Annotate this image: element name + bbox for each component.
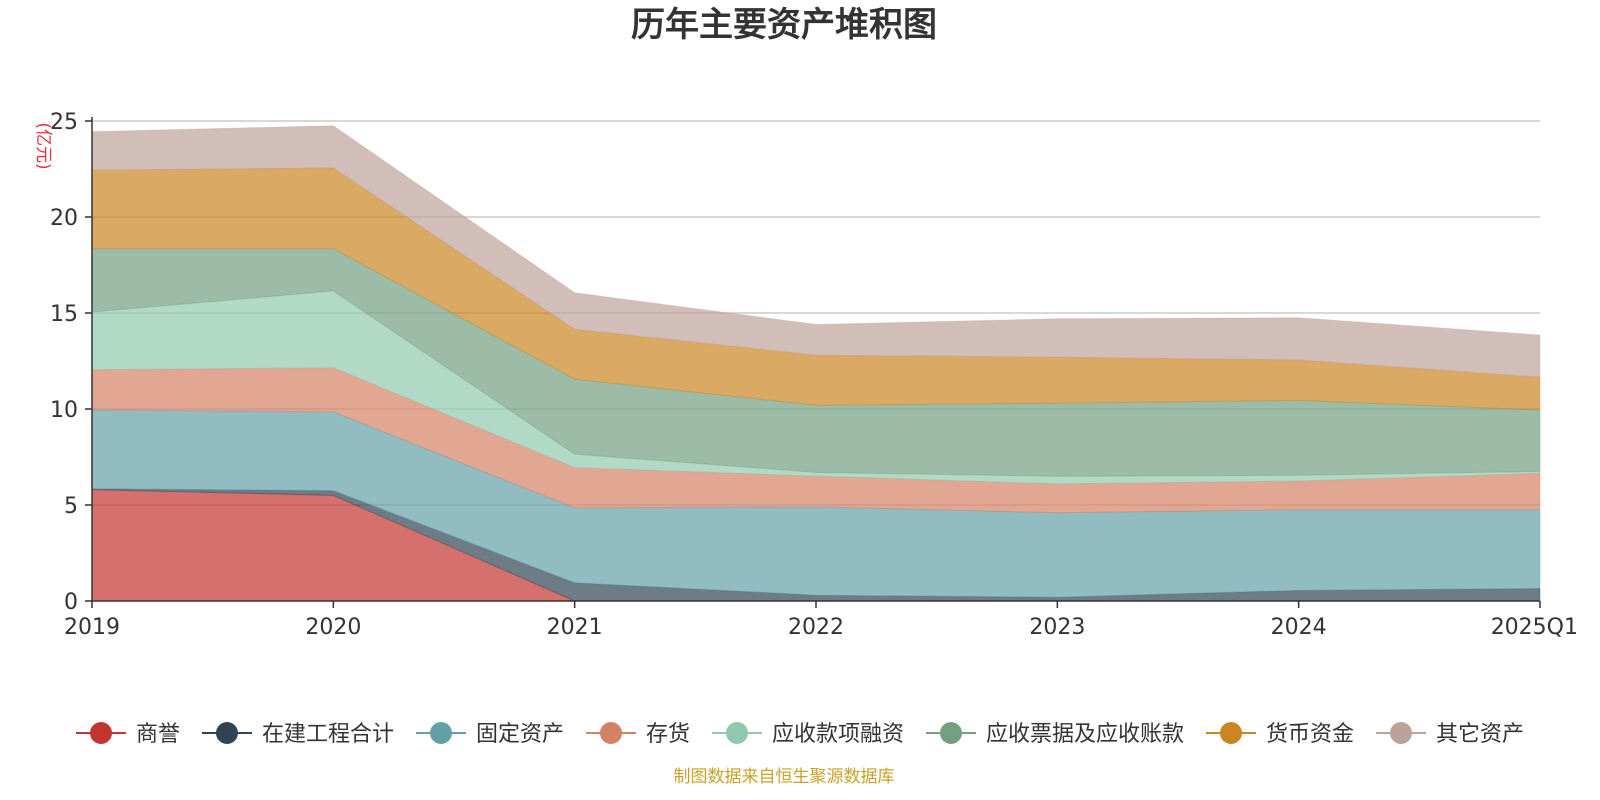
area-4 <box>91 290 1541 485</box>
legend-item-3[interactable]: 存货 <box>586 722 690 747</box>
x-tick-label: 2022 <box>788 615 844 640</box>
y-axis-ticks: 0 5 10 15 20 25 <box>50 110 92 615</box>
y-tick-label: 25 <box>50 110 78 135</box>
legend-label: 应收票据及应收账款 <box>986 722 1184 747</box>
legend-marker <box>600 722 622 744</box>
legend-item-0[interactable]: 商誉 <box>76 722 180 747</box>
y-tick-label: 20 <box>50 206 78 231</box>
legend-marker <box>216 722 238 744</box>
legend-label: 应收款项融资 <box>772 722 904 747</box>
y-axis-unit-label: (亿元) <box>33 122 53 169</box>
y-tick-label: 15 <box>50 302 78 327</box>
x-tick-label: 2019 <box>64 615 120 640</box>
legend-marker <box>430 722 452 744</box>
x-tick-label: 2021 <box>547 615 603 640</box>
legend-label: 商誉 <box>136 722 180 747</box>
legend-marker <box>90 722 112 744</box>
legend-item-1[interactable]: 在建工程合计 <box>202 722 394 747</box>
legend-item-6[interactable]: 货币资金 <box>1206 722 1354 747</box>
legend-item-4[interactable]: 应收款项融资 <box>712 722 904 747</box>
legend: 商誉 在建工程合计 固定资产 存货 应收款项融资 应收票据及应收账款 货币资金 其它资产 <box>76 722 1524 747</box>
legend-label: 存货 <box>646 722 690 747</box>
area-7 <box>91 125 1541 378</box>
x-tick-label: 2020 <box>305 615 361 640</box>
chart-title: 历年主要资产堆积图 <box>631 5 937 45</box>
legend-item-5[interactable]: 应收票据及应收账款 <box>926 722 1184 747</box>
legend-label: 其它资产 <box>1436 722 1524 747</box>
x-axis-ticks: 2019 2020 2021 2022 2023 2024 2025Q1 <box>64 601 1578 640</box>
y-tick-label: 10 <box>50 398 78 423</box>
legend-item-7[interactable]: 其它资产 <box>1376 722 1524 747</box>
legend-marker <box>726 722 748 744</box>
y-tick-label: 0 <box>64 590 78 615</box>
legend-label: 在建工程合计 <box>262 722 394 747</box>
x-tick-label: 2023 <box>1029 615 1085 640</box>
legend-item-2[interactable]: 固定资产 <box>416 722 564 747</box>
legend-marker <box>940 722 962 744</box>
legend-label: 固定资产 <box>476 722 564 747</box>
x-tick-label: 2024 <box>1271 615 1327 640</box>
area-2 <box>91 409 1541 598</box>
source-note: 制图数据来自恒生聚源数据库 <box>674 767 895 787</box>
x-tick-label: 2025Q1 <box>1491 615 1578 640</box>
y-tick-label: 5 <box>64 494 78 519</box>
legend-label: 货币资金 <box>1266 722 1354 747</box>
legend-marker <box>1220 722 1242 744</box>
legend-marker <box>1390 722 1412 744</box>
area-series <box>91 125 1541 602</box>
